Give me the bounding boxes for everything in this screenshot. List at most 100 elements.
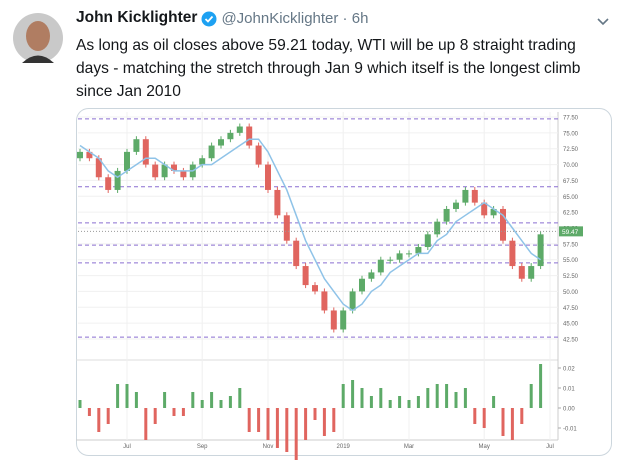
momentum-bar [351,380,355,408]
candle [86,151,93,159]
candle [161,164,168,178]
candle [368,272,375,279]
momentum-bar [435,384,439,408]
y-tick-label: 47.50 [563,306,579,312]
tweet-text: As long as oil closes above 59.21 today,… [76,37,581,100]
candle [321,291,328,311]
momentum-bar [520,408,524,424]
momentum-bar [388,400,392,408]
momentum-bar [294,408,298,460]
y-tick-label: 67.50 [563,179,579,185]
momentum-bar [407,400,411,408]
momentum-bar [304,408,308,440]
candle [462,189,469,203]
momentum-bar [219,400,223,408]
momentum-bar [181,408,185,416]
candle [152,164,159,178]
momentum-bar [153,408,157,424]
momentum-bar [87,408,91,416]
candle [377,259,384,273]
moving-average [79,138,542,312]
momentum-bar [78,400,82,408]
candle [302,266,309,286]
candle [537,234,544,267]
candle [415,247,422,254]
candle [443,208,450,222]
candle [406,253,412,255]
momentum-bar [463,388,467,408]
x-tick-label: Mar [404,444,414,450]
candle [133,139,140,152]
x-tick-label: May [479,444,490,450]
candle [236,126,243,133]
y-tick-label: 75.00 [563,131,579,137]
y2-tick-label: -0.01 [563,427,577,433]
momentum-bar [539,364,543,408]
candle [349,291,356,311]
candle [105,177,112,190]
momentum-bar [191,392,195,408]
momentum-bar [332,408,336,432]
x-tick-label: Jul [123,444,131,450]
handle[interactable]: @JohnKicklighter [221,10,339,27]
x-tick-label: Nov [263,444,274,450]
momentum-bar [473,408,477,424]
momentum-bar [238,388,242,408]
x-tick-label: 2019 [337,444,351,450]
candle [95,158,102,178]
candle [490,208,497,216]
momentum-bar [313,408,317,420]
momentum-bar [134,392,138,408]
momentum-bar [125,384,129,408]
candle [124,151,130,171]
candle [77,151,83,159]
candle [274,189,281,216]
momentum-bar [97,408,101,432]
candle [387,259,394,261]
candle [481,202,488,216]
timestamp[interactable]: 6h [351,10,369,27]
momentum-bar [210,392,214,408]
x-tick-label: Jul [546,444,554,450]
candle [434,221,441,235]
momentum-bar [163,392,167,408]
y-tick-label: 70.00 [563,163,579,169]
candle [265,164,271,190]
momentum-bar [285,408,289,452]
momentum-bar [529,384,533,408]
candle [424,234,431,248]
last-price-label: 59.47 [562,229,579,236]
y-tick-label: 72.50 [563,147,579,153]
y2-tick-label: 0.02 [563,367,575,373]
menu-chevron[interactable] [597,18,609,26]
momentum-bar [106,408,110,424]
candle [509,240,516,267]
y-tick-label: 45.00 [563,322,579,328]
candle [199,158,206,165]
momentum-bar [454,392,458,408]
avatar-face [26,21,50,51]
momentum-bar [510,408,514,440]
y-tick-label: 62.50 [563,211,579,217]
x-tick-label: Sep [197,444,208,450]
momentum-bar [228,396,232,408]
verified-badge [201,11,217,27]
momentum-bar [200,400,204,408]
last-price-badge [559,226,583,237]
y-tick-label: 77.50 [563,116,579,122]
candle [330,310,337,330]
author-name[interactable]: John Kicklighter [76,9,198,26]
candle [246,126,253,146]
avatar-shirt [22,55,54,63]
momentum-bar [426,388,430,408]
momentum-bar [398,396,402,408]
momentum-bar [144,408,148,440]
momentum-bar [416,396,420,408]
momentum-bar [360,388,364,408]
candle [396,253,403,260]
candle [500,208,506,241]
candle [293,240,300,267]
candle [114,170,121,190]
